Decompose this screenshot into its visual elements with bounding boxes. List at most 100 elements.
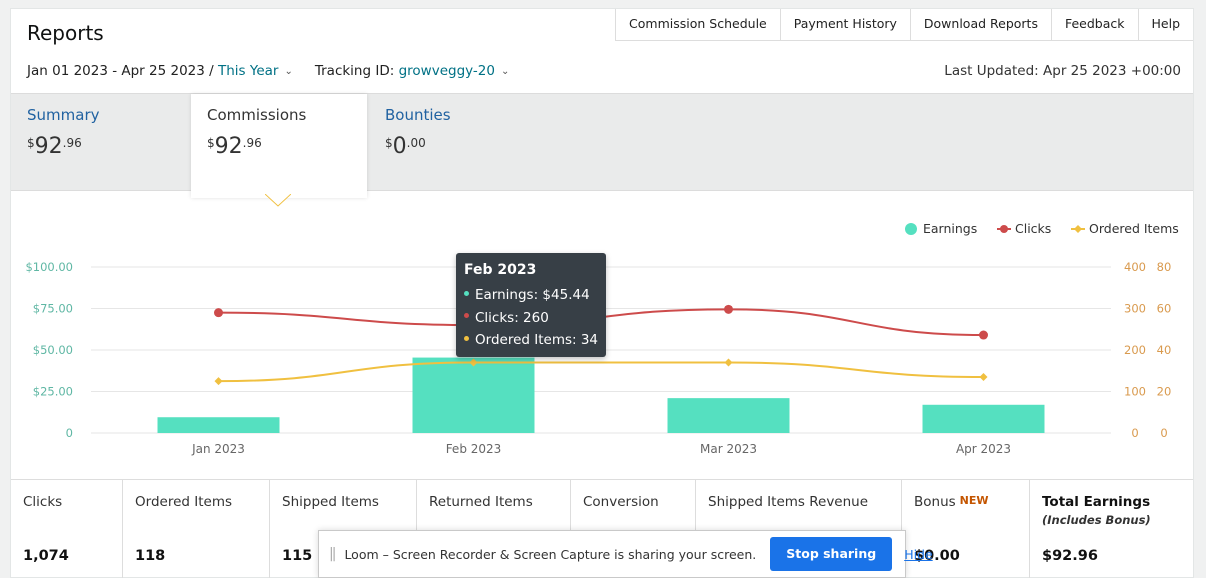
legend-earnings-label: Earnings xyxy=(923,221,977,236)
ordered-items-point xyxy=(724,358,733,367)
earnings-bar xyxy=(157,417,280,433)
dot-icon xyxy=(464,313,469,318)
metric-label: Total Earnings xyxy=(1042,494,1151,510)
clicks-point xyxy=(979,330,988,340)
amount-whole: 92 xyxy=(214,134,243,159)
metric-label: Shipped Items Revenue xyxy=(708,494,869,510)
dot-icon xyxy=(464,335,469,341)
clicks-point xyxy=(214,308,223,318)
stop-sharing-button[interactable]: Stop sharing xyxy=(770,537,893,571)
nav-download-reports[interactable]: Download Reports xyxy=(911,9,1052,40)
nav-help[interactable]: Help xyxy=(1151,16,1181,31)
hide-link[interactable]: Hide xyxy=(904,546,933,562)
tracking-id-dropdown[interactable]: growveggy-20 ⌄ xyxy=(399,63,510,79)
last-updated: Last Updated: Apr 25 2023 +00:00 xyxy=(944,63,1181,79)
y-left-tick-label: $75.00 xyxy=(33,302,73,316)
ordered-items-point xyxy=(469,358,478,367)
loom-sharing-bar: || Loom – Screen Recorder & Screen Captu… xyxy=(318,530,933,578)
chart-tooltip: Feb 2023 Earnings: $45.44 Clicks: 260 Or… xyxy=(456,253,606,357)
metric-value: 118 xyxy=(135,548,166,564)
clicks-point xyxy=(724,304,733,314)
tab-commissions[interactable]: Commissions $92.96 xyxy=(191,94,367,198)
legend-ordered-items-icon xyxy=(1074,225,1082,233)
metric-sublabel: (Includes Bonus) xyxy=(1042,513,1151,527)
y-right-items-tick-label: 40 xyxy=(1157,343,1172,357)
tracking-id-value: growveggy-20 xyxy=(398,63,495,79)
legend-earnings-icon xyxy=(905,223,917,235)
metrics-row: Clicks 1,074 Ordered Items 118 Shipped I… xyxy=(11,479,1193,578)
y-left-tick-label: $100.00 xyxy=(25,260,73,274)
metric-ordered-items: Ordered Items 118 xyxy=(123,480,270,578)
earnings-bar xyxy=(412,357,535,433)
bounties-amount: $0.00 xyxy=(385,134,533,159)
y-right-clicks-tick-label: 400 xyxy=(1124,260,1146,274)
tooltip-text: Earnings: $45.44 xyxy=(475,287,590,303)
x-tick-label: Jan 2023 xyxy=(191,442,245,456)
ordered-items-point xyxy=(214,377,223,386)
metric-label: Conversion xyxy=(583,494,659,510)
chevron-down-icon: ⌄ xyxy=(500,66,510,77)
ordered-items-line xyxy=(218,361,984,383)
y-left-tick-label: $25.00 xyxy=(33,385,73,399)
tab-summary-label: Summary xyxy=(27,106,100,124)
drag-handle-icon[interactable]: || xyxy=(329,546,337,562)
date-range-text: Jan 01 2023 - Apr 25 2023 / xyxy=(27,63,214,79)
tab-summary[interactable]: Summary $92.96 xyxy=(11,94,191,192)
y-right-items-tick-label: 60 xyxy=(1157,302,1172,316)
earnings-bar xyxy=(667,398,790,433)
amount-cents: .96 xyxy=(242,136,262,150)
nav-commission-schedule[interactable]: Commission Schedule xyxy=(616,9,781,40)
top-nav: Commission Schedule Payment History Down… xyxy=(615,9,1193,41)
metric-value: 115 xyxy=(282,548,313,564)
currency-symbol: $ xyxy=(385,136,393,150)
metric-shipped-items: Shipped Items 115 xyxy=(270,480,417,578)
reports-panel: Reports Commission Schedule Payment Hist… xyxy=(10,8,1194,578)
y-right-items-tick-label: 80 xyxy=(1157,260,1172,274)
report-tabs: Summary $92.96 Commissions $92.96 Bounti… xyxy=(11,93,1193,198)
y-left-tick-label: 0 xyxy=(66,426,73,440)
metric-label: Ordered Items xyxy=(135,494,232,510)
y-right-clicks-tick-label: 0 xyxy=(1131,426,1138,440)
earnings-bar xyxy=(922,404,1045,433)
metric-label: Shipped Items xyxy=(282,494,379,510)
loom-message: Loom – Screen Recorder & Screen Capture … xyxy=(344,546,757,562)
metric-total-earnings: Total Earnings (Includes Bonus) $92.96 xyxy=(1030,480,1193,578)
earnings-chart: 0 $25.00 $50.00 $75.00 $100.00 0 100 200 300 400 0… xyxy=(25,221,1178,456)
tab-commissions-label: Commissions xyxy=(207,106,307,124)
tracking-id-label: Tracking ID: xyxy=(314,63,395,79)
active-tab-pointer-icon xyxy=(265,194,291,207)
currency-symbol: $ xyxy=(27,136,35,150)
tooltip-row-clicks: Clicks: 260 xyxy=(464,307,598,330)
legend-clicks-icon xyxy=(1000,225,1008,233)
currency-symbol: $ xyxy=(207,136,215,150)
y-right-items-tick-label: 20 xyxy=(1157,385,1172,399)
nav-feedback[interactable]: Feedback xyxy=(1052,9,1139,40)
x-tick-label: Mar 2023 xyxy=(700,442,757,456)
tooltip-text: Clicks: 260 xyxy=(475,309,549,326)
summary-amount: $92.96 xyxy=(27,134,175,159)
nav-payment-history[interactable]: Payment History xyxy=(781,9,911,40)
tooltip-row-ordered: Ordered Items: 34 xyxy=(464,329,598,352)
new-badge: NEW xyxy=(959,494,989,507)
bonus-label: Bonus xyxy=(914,494,956,510)
amount-whole: 92 xyxy=(34,134,63,159)
page-title: Reports xyxy=(27,21,104,45)
metric-value: 1,074 xyxy=(23,548,69,564)
metric-conversion: Conversion xyxy=(571,480,696,578)
y-right-clicks-tick-label: 200 xyxy=(1124,343,1146,357)
y-right-clicks-tick-label: 300 xyxy=(1124,302,1146,316)
metric-bonus: Bonus NEW $0.00 xyxy=(902,480,1030,578)
filter-bar: Jan 01 2023 - Apr 25 2023 / This Year ⌄ T… xyxy=(27,63,509,79)
y-right-clicks-tick-label: 100 xyxy=(1124,385,1146,399)
metric-label: Bonus NEW xyxy=(914,494,1017,510)
metric-clicks: Clicks 1,074 xyxy=(11,480,123,578)
metric-value: $0.00 xyxy=(914,548,960,564)
dot-icon xyxy=(464,290,469,296)
amount-cents: .00 xyxy=(406,136,426,150)
tab-bounties[interactable]: Bounties $0.00 xyxy=(369,94,549,192)
tooltip-row-earnings: Earnings: $45.44 xyxy=(464,284,598,307)
period-dropdown[interactable]: This Year ⌄ xyxy=(218,63,293,79)
y-right-items-tick-label: 0 xyxy=(1160,426,1167,440)
tooltip-title: Feb 2023 xyxy=(464,262,537,278)
metric-label: Returned Items xyxy=(429,494,533,510)
